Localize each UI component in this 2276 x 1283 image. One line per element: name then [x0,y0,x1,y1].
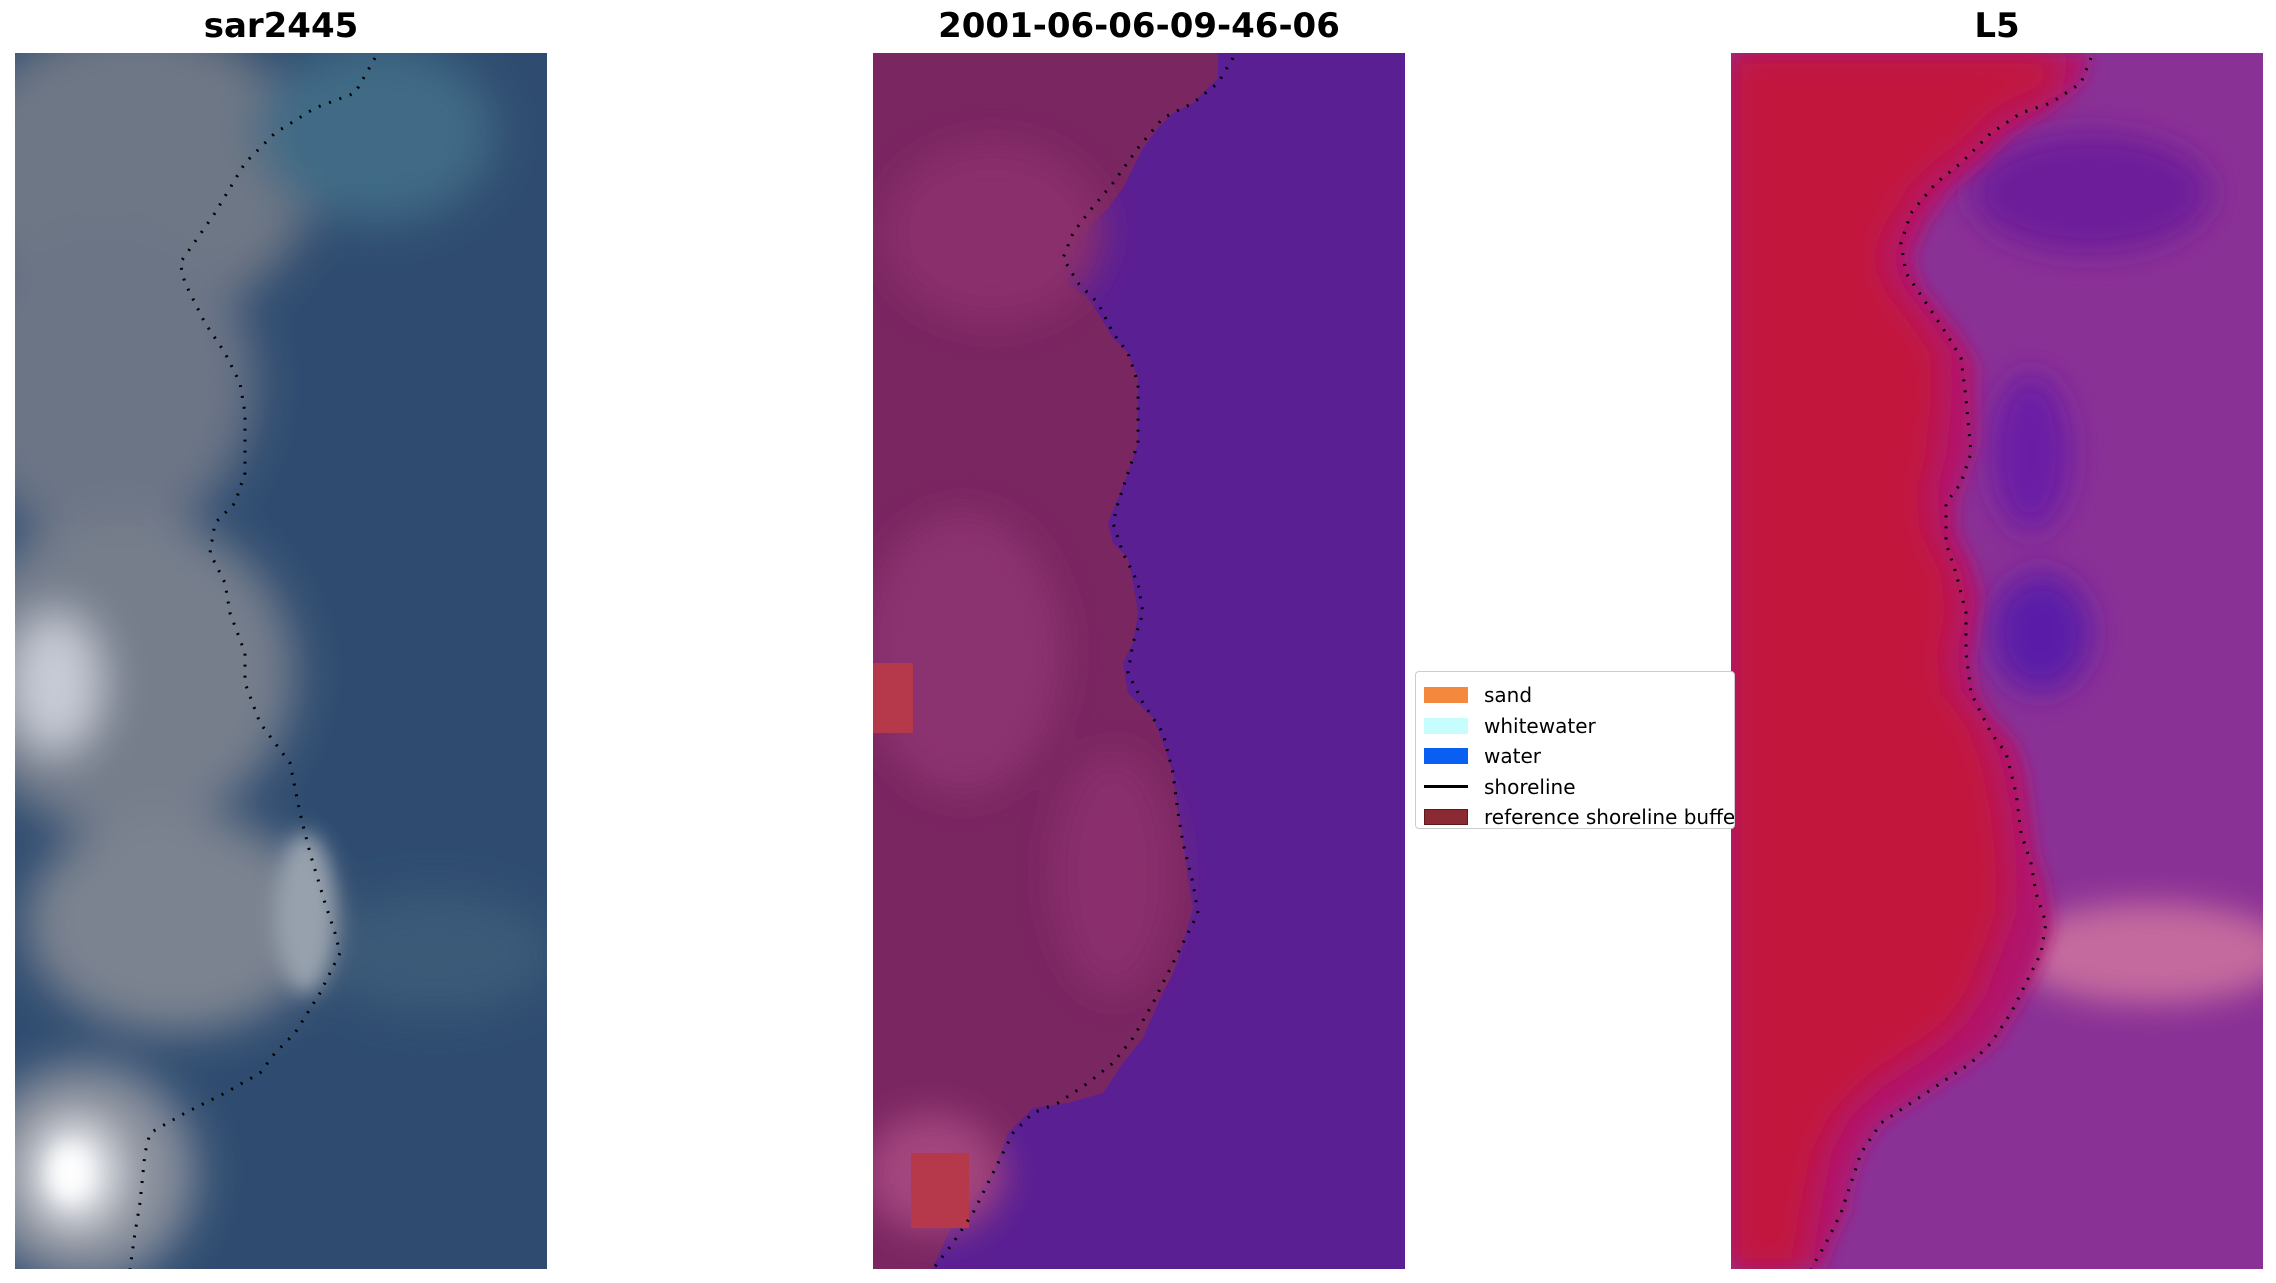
water-swatch [1424,748,1468,765]
shoreline-line-swatch [1424,785,1468,789]
legend-item-sand: sand [1424,680,1734,711]
whitewater-swatch [1424,717,1468,734]
legend-label: water [1484,744,1541,769]
index-image-panel [1731,53,2263,1269]
legend-label: shoreline [1484,774,1576,799]
sand-swatch [1424,687,1468,704]
classified-image-panel [873,53,1405,1269]
legend: sand whitewater water shoreline referenc… [1415,671,1735,829]
index-image [1731,53,2263,1269]
legend-item-reference-buffer: reference shoreline buffer [1424,802,1735,829]
legend-item-water: water [1424,741,1734,772]
reference-buffer-swatch [1424,809,1468,826]
legend-label: whitewater [1484,713,1596,738]
panel-title-rgb: sar2445 [203,6,359,46]
panel-title-index: L5 [1974,6,2020,46]
classified-image [873,53,1405,1269]
legend-item-whitewater: whitewater [1424,711,1734,742]
rgb-image-panel [15,53,547,1269]
legend-label: reference shoreline buffer [1484,805,1735,829]
panel-title-classified: 2001-06-06-09-46-06 [938,6,1340,46]
legend-item-shoreline: shoreline [1424,772,1734,803]
rgb-image [15,53,547,1269]
legend-label: sand [1484,683,1533,708]
